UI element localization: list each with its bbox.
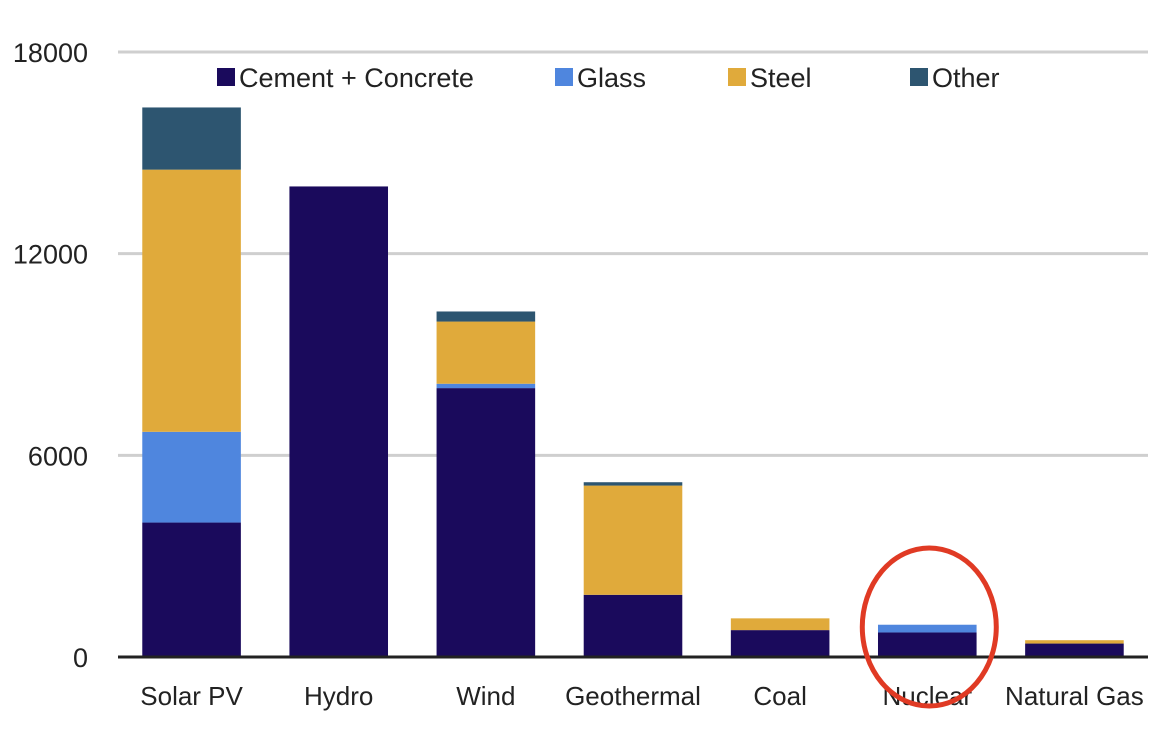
bar-segment xyxy=(436,321,536,384)
bar-segment xyxy=(730,630,830,657)
y-tick-label: 0 xyxy=(73,643,88,673)
y-tick-label: 6000 xyxy=(28,441,88,471)
bar-segment xyxy=(436,311,536,322)
bar-segment xyxy=(142,431,241,523)
x-tick-label: Geothermal xyxy=(565,681,701,711)
legend-swatch xyxy=(555,68,573,86)
x-tick-label: Natural Gas xyxy=(1005,681,1144,711)
x-tick-label: Wind xyxy=(456,681,515,711)
legend-label: Cement + Concrete xyxy=(239,63,474,93)
bar-segment xyxy=(877,624,977,633)
bar-segment xyxy=(583,482,683,486)
highlight-circle xyxy=(859,545,999,709)
bar-segment xyxy=(436,388,536,657)
bar-segment xyxy=(1025,643,1124,657)
legend: Cement + Concrete Glass Steel Other xyxy=(217,63,1000,93)
bar-segment xyxy=(583,594,683,657)
bar-segment xyxy=(142,169,241,432)
gridlines xyxy=(118,50,1148,457)
bars xyxy=(142,107,1124,657)
bar-segment xyxy=(730,618,830,631)
x-tick-label: Coal xyxy=(753,681,806,711)
legend-swatch xyxy=(728,68,746,86)
x-axis-labels: Solar PV Hydro Wind Geothermal Coal Nuclear Na… xyxy=(140,681,1144,711)
bar-segment xyxy=(289,186,389,657)
x-tick-label: Solar PV xyxy=(140,681,243,711)
legend-label: Glass xyxy=(577,63,646,93)
bar-segment xyxy=(142,522,241,657)
bar-segment xyxy=(1025,640,1124,644)
x-tick-label: Hydro xyxy=(304,681,373,711)
legend-swatch xyxy=(910,68,928,86)
y-tick-label: 12000 xyxy=(13,240,88,270)
y-tick-label: 18000 xyxy=(13,38,88,68)
bar-segment xyxy=(436,383,536,389)
bar-segment xyxy=(583,485,683,595)
legend-label: Other xyxy=(932,63,1000,93)
legend-label: Steel xyxy=(750,63,812,93)
bar-segment xyxy=(142,107,241,170)
y-axis-ticks: 0 6000 12000 18000 xyxy=(13,38,88,673)
legend-swatch xyxy=(217,68,235,86)
bar-segment xyxy=(877,632,977,657)
